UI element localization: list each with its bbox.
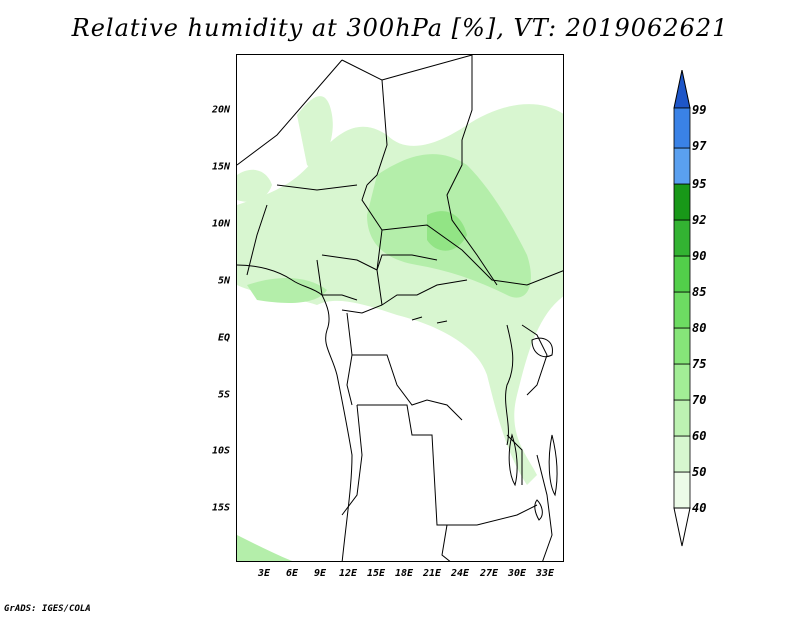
colorbar-band-50	[673, 435, 691, 473]
lon-label-33e: 33E	[535, 568, 555, 579]
colorbar-label-90: 90	[692, 249, 707, 263]
colorbar-band-70	[673, 363, 691, 401]
colorbar-band-40	[673, 471, 691, 509]
lat-label-15s: 15S	[211, 502, 230, 514]
lat-label-20n: 20N	[211, 104, 230, 116]
colorbar-band-75	[673, 327, 691, 365]
lon-label-9e: 9E	[313, 568, 327, 579]
map-title: Relative humidity at 300hPa [%], VT: 201…	[71, 14, 729, 42]
colorbar-band-80	[673, 291, 691, 329]
colorbar-label-50: 50	[692, 465, 707, 479]
colorbar-band-92	[673, 183, 691, 221]
lon-label-21e: 21E	[422, 568, 442, 579]
lon-label-27e: 27E	[479, 568, 499, 579]
colorbar-label-85: 85	[692, 285, 707, 299]
humidity-shading	[237, 96, 563, 561]
grads-credit: GrADS: IGES/COLA	[4, 604, 91, 614]
colorbar-band-60	[673, 399, 691, 437]
lat-label-10n: 10N	[211, 218, 230, 230]
colorbar-label-75: 75	[692, 357, 707, 371]
lon-label-18e: 18E	[394, 568, 414, 579]
lat-label-5s: 5S	[217, 389, 230, 401]
lat-label-eq: EQ	[217, 332, 230, 344]
coastline	[237, 264, 514, 561]
lon-label-15e: 15E	[366, 568, 386, 579]
lon-label-24e: 24E	[450, 568, 470, 579]
colorbar-label-97: 97	[692, 139, 707, 153]
lat-label-10s: 10S	[211, 445, 230, 457]
colorbar-label-70: 70	[692, 393, 707, 407]
lat-label-5n: 5N	[217, 275, 230, 287]
lat-label-15n: 15N	[211, 161, 230, 173]
colorbar-label-60: 60	[692, 429, 707, 443]
map-canvas	[237, 55, 563, 561]
colorbar-label-40: 40	[692, 501, 707, 515]
lon-label-6e: 6E	[285, 568, 299, 579]
lon-label-30e: 30E	[507, 568, 527, 579]
colorbar-label-80: 80	[692, 321, 707, 335]
colorbar-label-92: 92	[692, 213, 707, 227]
lon-label-12e: 12E	[338, 568, 358, 579]
colorbar-band-97	[673, 107, 691, 149]
colorbar-label-99: 99	[692, 103, 707, 117]
map-panel	[236, 54, 564, 562]
colorbar-label-95: 95	[692, 177, 707, 191]
colorbar-band-85	[673, 255, 691, 293]
lon-label-3e: 3E	[257, 568, 271, 579]
lakes	[411, 316, 558, 521]
country-borders	[237, 55, 563, 561]
colorbar-bottom-arrow	[673, 507, 691, 547]
colorbar	[673, 70, 691, 547]
colorbar-band-90	[673, 219, 691, 257]
colorbar-top-arrow	[673, 70, 691, 109]
colorbar-band-95	[673, 147, 691, 185]
